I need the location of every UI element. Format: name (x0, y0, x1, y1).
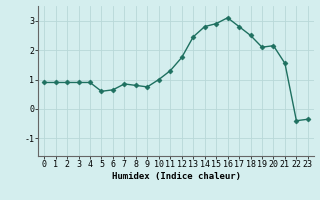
X-axis label: Humidex (Indice chaleur): Humidex (Indice chaleur) (111, 172, 241, 181)
